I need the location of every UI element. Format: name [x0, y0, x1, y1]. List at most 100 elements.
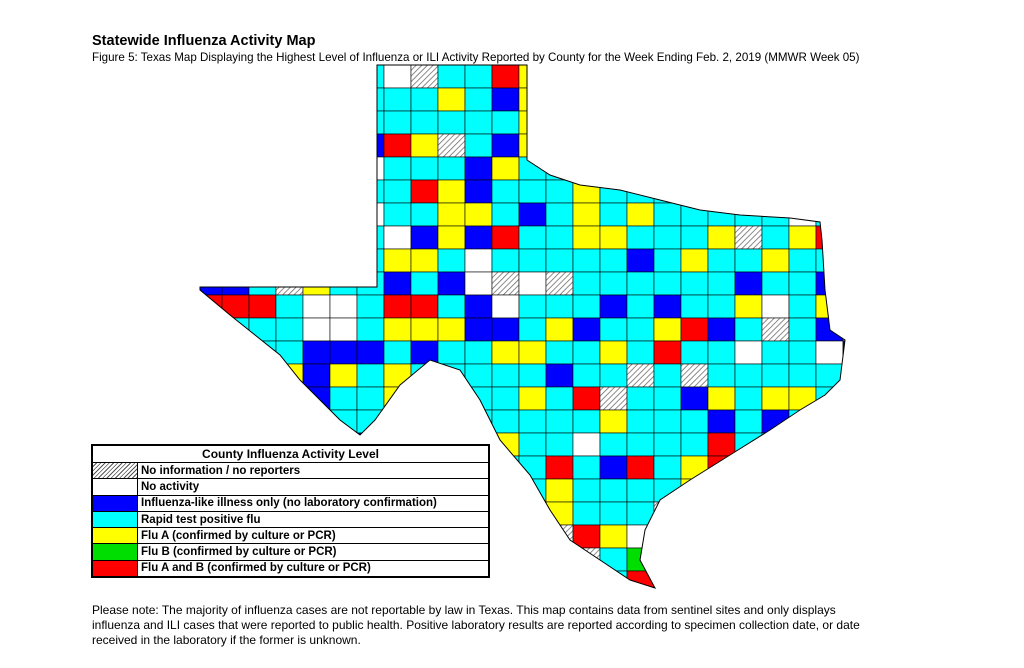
county	[572, 432, 601, 457]
county	[842, 501, 845, 526]
county	[383, 409, 412, 434]
county	[626, 317, 655, 342]
county	[222, 594, 249, 600]
county	[275, 294, 304, 319]
county	[761, 156, 790, 181]
county	[626, 409, 655, 434]
county	[626, 202, 655, 227]
county	[626, 501, 655, 526]
county	[842, 455, 845, 480]
county	[842, 478, 845, 503]
county	[761, 363, 790, 388]
county	[842, 294, 845, 319]
county	[599, 225, 628, 250]
county	[248, 202, 277, 227]
county	[842, 386, 845, 411]
county	[518, 478, 547, 503]
county	[200, 363, 223, 388]
county	[545, 179, 574, 204]
county	[275, 110, 304, 135]
county	[654, 594, 681, 600]
county	[761, 133, 790, 158]
county	[437, 340, 466, 365]
county	[383, 179, 412, 204]
county	[761, 225, 790, 250]
county	[518, 133, 547, 158]
county	[329, 248, 358, 273]
county	[302, 65, 331, 89]
county	[680, 340, 709, 365]
county	[464, 110, 493, 135]
county	[680, 317, 709, 342]
county	[680, 156, 709, 181]
county	[842, 156, 845, 181]
county	[815, 478, 844, 503]
county	[200, 340, 223, 365]
county	[383, 156, 412, 181]
county	[464, 317, 493, 342]
county	[329, 271, 358, 296]
county	[761, 432, 790, 457]
county	[788, 202, 817, 227]
county	[626, 110, 655, 135]
county	[356, 202, 385, 227]
legend-item-flu-b: Flu B (confirmed by culture or PCR)	[93, 543, 488, 560]
legend-swatch	[93, 479, 138, 495]
county	[572, 179, 601, 204]
county	[761, 524, 790, 549]
county	[599, 340, 628, 365]
county	[302, 317, 331, 342]
county	[221, 386, 250, 411]
county	[221, 340, 250, 365]
county	[248, 133, 277, 158]
county	[707, 202, 736, 227]
county	[653, 294, 682, 319]
county	[200, 248, 223, 273]
county	[200, 156, 223, 181]
county	[842, 570, 845, 588]
county	[626, 386, 655, 411]
county	[680, 455, 709, 480]
county	[761, 317, 790, 342]
county	[410, 317, 439, 342]
county	[653, 432, 682, 457]
county	[518, 179, 547, 204]
county	[410, 87, 439, 112]
county	[329, 317, 358, 342]
county	[680, 294, 709, 319]
county	[383, 340, 412, 365]
county	[518, 570, 547, 588]
county	[518, 271, 547, 296]
county	[734, 432, 763, 457]
county	[815, 87, 844, 112]
county	[200, 317, 223, 342]
county	[653, 271, 682, 296]
county	[275, 179, 304, 204]
county	[200, 87, 223, 112]
county	[221, 317, 250, 342]
county	[653, 570, 682, 588]
county	[329, 65, 358, 89]
county	[491, 524, 520, 549]
county	[491, 65, 520, 89]
county	[734, 87, 763, 112]
county	[545, 317, 574, 342]
county	[734, 547, 763, 572]
county	[707, 386, 736, 411]
county	[464, 202, 493, 227]
county	[302, 225, 331, 250]
county	[275, 133, 304, 158]
county	[842, 271, 845, 296]
county	[491, 547, 520, 572]
county	[572, 409, 601, 434]
county	[410, 248, 439, 273]
county	[221, 133, 250, 158]
county	[599, 432, 628, 457]
county	[626, 363, 655, 388]
county	[572, 478, 601, 503]
county	[437, 179, 466, 204]
county	[545, 386, 574, 411]
county	[518, 501, 547, 526]
county	[653, 478, 682, 503]
county	[761, 87, 790, 112]
